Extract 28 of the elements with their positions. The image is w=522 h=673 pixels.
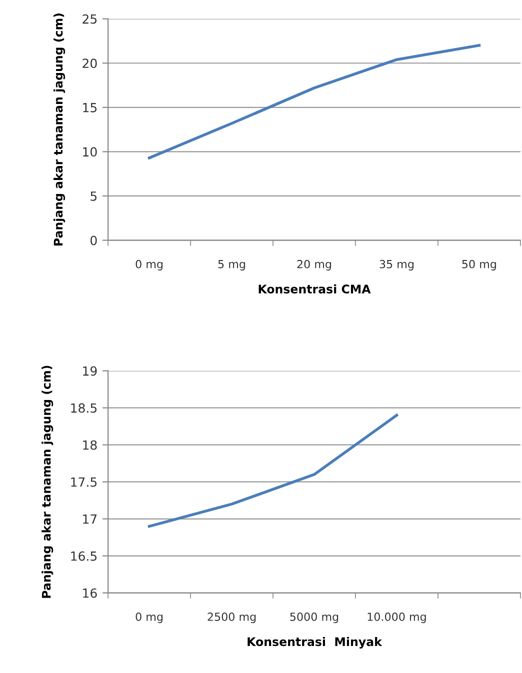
x-tick-label: 5 mg: [218, 260, 245, 270]
line-series: [148, 44, 481, 160]
x-tick-label: 0 mg: [136, 260, 163, 270]
y-tick-label: 0: [90, 236, 97, 246]
x-tick-label: 2500 mg: [208, 612, 256, 624]
x-tick-label: 0 mg: [136, 612, 163, 624]
y-tick-label: 18.5: [71, 403, 97, 413]
y-tick-label: 25: [82, 14, 97, 24]
y-tick-label: 15: [83, 103, 97, 112]
y-tick-label: 5: [90, 192, 97, 201]
y-tick-label: 17.5: [71, 478, 97, 487]
line-series: [148, 414, 398, 528]
y-tick-label: 16: [83, 588, 97, 598]
x-tick-label: 35 mg: [380, 260, 414, 270]
x-axis-title: Konsentrasi Minyak: [248, 637, 382, 649]
y-tick-label: 18: [83, 440, 97, 450]
x-tick-label: 50 mg: [462, 260, 496, 270]
y-tick-label: 16.5: [71, 551, 97, 561]
y-tick-label: 17: [83, 514, 97, 524]
x-tick-label: 10.000 mg: [368, 612, 426, 624]
y-axis-title: Panjang akar tanaman jagung (cm): [54, 14, 66, 246]
y-tick-label: 10: [83, 147, 97, 157]
y-tick-label: 19: [83, 366, 97, 376]
y-tick-label: 20: [82, 58, 97, 68]
y-axis-title: Panjang akar tanaman jagung (cm): [42, 366, 54, 598]
x-tick-label: 5000 mg: [290, 612, 338, 624]
x-tick-label: 20 mg: [297, 260, 332, 270]
x-axis-title: Konsentrasi CMA: [258, 284, 371, 294]
